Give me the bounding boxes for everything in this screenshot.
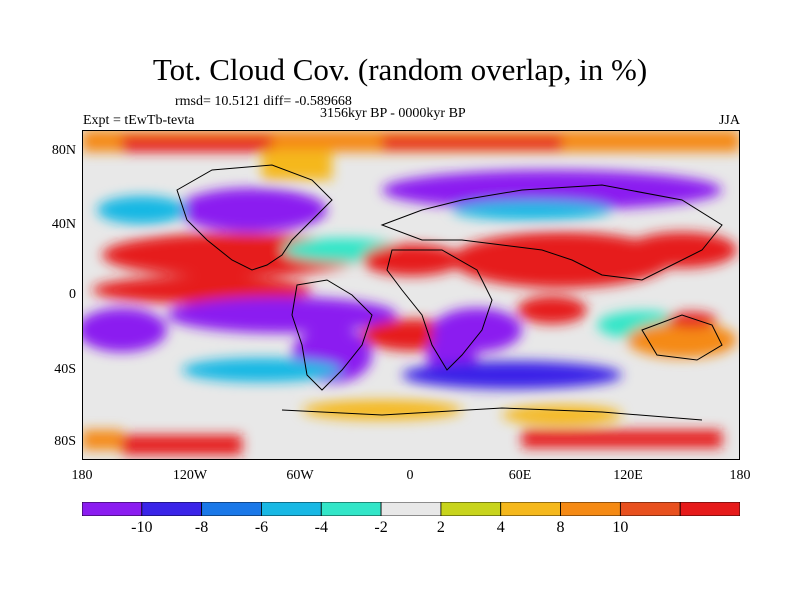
map-title: Tot. Cloud Cov. (random overlap, in %) (152, 52, 648, 87)
lon-label-120e: 120E (613, 468, 643, 483)
lon-label-60w: 60W (286, 468, 314, 483)
lat-label-40n: 40N (51, 217, 76, 232)
colorbar-swatch (201, 501, 262, 517)
stats-text: rmsd= 10.5121 diff= -0.589668 (175, 94, 352, 109)
colorbar-swatch (141, 501, 203, 517)
colorbar-tick-label: -4 (314, 519, 328, 536)
lat-label-80n: 80N (51, 143, 76, 158)
colorbar-tick-label: 8 (556, 519, 565, 536)
anomaly-field (82, 130, 740, 455)
coastlines (176, 164, 723, 421)
colorbar-tick-label: -2 (374, 519, 388, 536)
lon-label-60e: 60E (508, 468, 532, 483)
colorbar-tick-label: 4 (496, 519, 505, 536)
colorbar-swatch (380, 501, 442, 517)
colorbar-tick-label: 10 (612, 519, 629, 536)
lon-label-0: 0 (406, 468, 414, 483)
season-label: JJA (718, 113, 740, 128)
map-frame (82, 130, 740, 460)
colorbar-swatch (560, 501, 621, 517)
lon-label-180e: 180 (729, 468, 751, 483)
lat-label-80s: 80S (54, 434, 76, 449)
lat-label-40s: 40S (54, 362, 76, 377)
colorbar-swatch (440, 501, 502, 517)
colorbar (81, 501, 741, 517)
lon-label-180w: 180 (71, 468, 93, 483)
colorbar-swatch (679, 501, 741, 517)
lon-label-120w: 120W (172, 468, 208, 483)
lat-label-0: 0 (69, 287, 76, 302)
colorbar-tick-label: -6 (254, 519, 269, 536)
colorbar-swatch (261, 501, 322, 517)
cloud-cover-map (82, 130, 740, 460)
experiment-label: Expt = tEwTb-tevta (83, 113, 195, 128)
colorbar-swatch (500, 501, 561, 517)
colorbar-swatch (81, 501, 143, 517)
period-text: 3156kyr BP - 0000kyr BP (320, 106, 466, 121)
colorbar-swatch (619, 501, 681, 517)
colorbar-swatch (320, 501, 382, 517)
colorbar-tick-label: -8 (194, 519, 209, 536)
colorbar-tick-label: 2 (436, 519, 445, 536)
colorbar-tick-label: -10 (131, 519, 153, 536)
